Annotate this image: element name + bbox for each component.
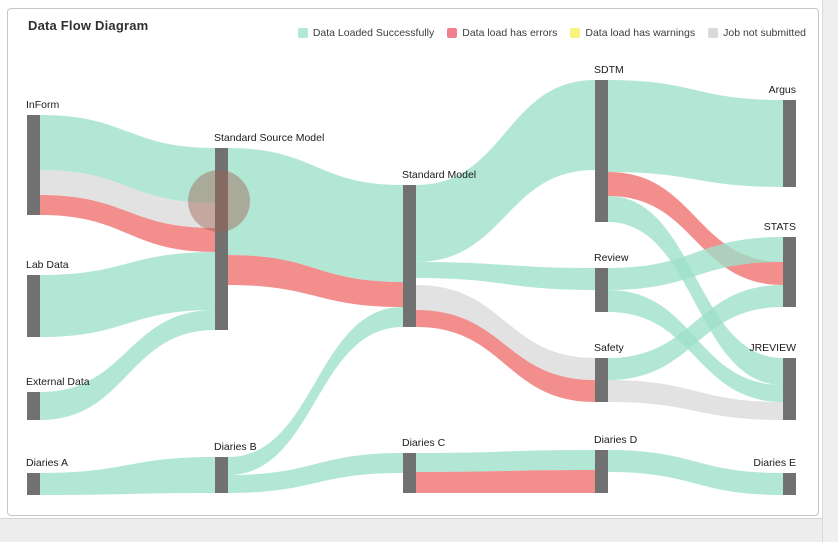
flow-sm-safety-error[interactable] [416,310,595,402]
node-diaries_c[interactable] [403,453,416,493]
node-external_data[interactable] [27,392,40,420]
node-sdtm[interactable] [595,80,608,222]
node-argus[interactable] [783,100,796,187]
legend-item-success[interactable]: Data Loaded Successfully [297,27,435,39]
flow-diaries_b-sm-success[interactable] [228,307,403,475]
node-label-diaries_e: Diaries E [753,457,796,469]
flow-inform-ssm-success[interactable] [40,115,215,203]
legend-label: Data Loaded Successfully [312,27,435,39]
node-label-diaries_b: Diaries B [214,441,257,453]
flow-sm-sdtm-success[interactable] [416,80,595,262]
node-label-review: Review [594,252,629,264]
flow-sm-review-success[interactable] [416,262,595,290]
flow-safety-jreview-not_submitted[interactable] [608,380,783,420]
node-label-diaries_c: Diaries C [402,437,446,449]
flow-ssm-sm-success[interactable] [228,148,403,282]
node-label-sdtm: SDTM [594,64,624,76]
scrollbar-track[interactable] [822,0,838,542]
node-label-external_data: External Data [26,376,90,388]
flow-sdtm-jreview-success[interactable] [608,196,783,385]
flow-inform-ssm-error[interactable] [40,195,215,252]
flow-review-stats-success[interactable] [608,237,783,290]
flow-diaries_c-diaries_d-error[interactable] [416,470,595,493]
node-label-sm: Standard Model [402,169,476,181]
flow-diaries_a-diaries_b-success[interactable] [40,457,215,495]
flow-diaries_c-diaries_d-success[interactable] [416,450,595,472]
node-label-lab_data: Lab Data [26,259,69,271]
legend-item-not_submitted[interactable]: Job not submitted [708,27,806,39]
page-title: Data Flow Diagram [28,18,149,33]
flow-sdtm-argus-success[interactable] [608,80,783,187]
node-label-jreview: JREVIEW [749,342,796,354]
node-label-argus: Argus [769,84,796,96]
node-ssm[interactable] [215,148,228,330]
node-label-stats: STATS [764,221,796,233]
node-sm[interactable] [403,185,416,327]
flow-safety-stats-success[interactable] [608,285,783,380]
flow-sm-safety-not_submitted[interactable] [416,285,595,380]
node-jreview[interactable] [783,358,796,420]
page-background-strip [0,518,822,542]
node-diaries_b[interactable] [215,457,228,493]
node-label-diaries_a: Diaries A [26,457,68,469]
node-highlight-circle [188,170,250,232]
node-label-inform: InForm [26,99,60,111]
node-label-safety: Safety [594,342,625,354]
flow-diaries_d-diaries_e-success[interactable] [608,450,783,495]
legend-item-warning[interactable]: Data load has warnings [570,27,695,39]
node-diaries_d[interactable] [595,450,608,493]
legend-label: Data load has errors [462,27,558,39]
node-lab_data[interactable] [27,275,40,337]
legend-label: Job not submitted [723,27,806,39]
node-diaries_e[interactable] [783,473,796,495]
legend-swatch-not_submitted [708,28,719,38]
node-safety[interactable] [595,358,608,402]
node-label-ssm: Standard Source Model [214,132,324,144]
flow-review-jreview-success[interactable] [608,290,783,402]
node-diaries_a[interactable] [27,473,40,495]
flow-lab_data-ssm-success[interactable] [40,252,215,337]
node-label-diaries_d: Diaries D [594,434,638,446]
node-inform[interactable] [27,115,40,215]
legend: Data Loaded Successfully Data load has er… [297,27,806,39]
flow-external_data-ssm-success[interactable] [40,310,215,420]
node-review[interactable] [595,268,608,312]
flow-ssm-sm-error[interactable] [228,255,403,307]
legend-swatch-warning [570,28,581,38]
legend-item-error[interactable]: Data load has errors [447,27,557,39]
node-stats[interactable] [783,237,796,307]
legend-swatch-success [297,28,308,38]
flow-diaries_b-diaries_c-success[interactable] [228,453,403,493]
legend-label: Data load has warnings [585,27,696,39]
flow-inform-ssm-not_submitted[interactable] [40,170,215,228]
legend-swatch-error [447,28,458,38]
